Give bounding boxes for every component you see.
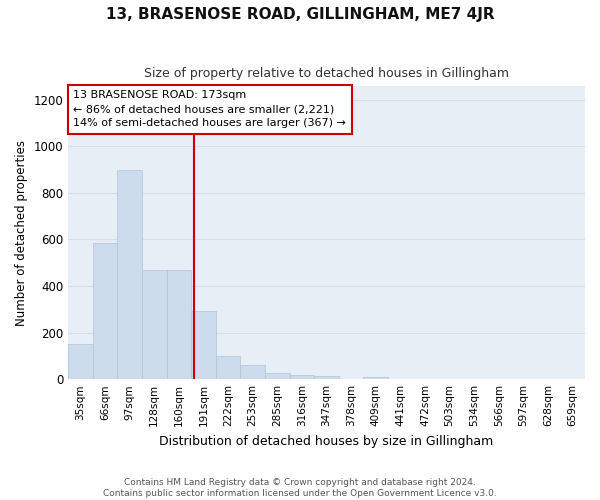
X-axis label: Distribution of detached houses by size in Gillingham: Distribution of detached houses by size … bbox=[160, 434, 494, 448]
Bar bbox=[364, 377, 388, 379]
Title: Size of property relative to detached houses in Gillingham: Size of property relative to detached ho… bbox=[144, 68, 509, 80]
Bar bbox=[93, 243, 118, 379]
Bar bbox=[142, 270, 167, 379]
Text: 13 BRASENOSE ROAD: 173sqm
← 86% of detached houses are smaller (2,221)
14% of se: 13 BRASENOSE ROAD: 173sqm ← 86% of detac… bbox=[73, 90, 346, 128]
Bar bbox=[290, 375, 314, 379]
Bar bbox=[68, 344, 93, 379]
Bar bbox=[314, 376, 339, 379]
Bar bbox=[216, 356, 241, 379]
Bar bbox=[241, 364, 265, 379]
Bar bbox=[265, 372, 290, 379]
Text: Contains HM Land Registry data © Crown copyright and database right 2024.
Contai: Contains HM Land Registry data © Crown c… bbox=[103, 478, 497, 498]
Text: 13, BRASENOSE ROAD, GILLINGHAM, ME7 4JR: 13, BRASENOSE ROAD, GILLINGHAM, ME7 4JR bbox=[106, 8, 494, 22]
Bar bbox=[118, 170, 142, 379]
Bar bbox=[167, 270, 191, 379]
Y-axis label: Number of detached properties: Number of detached properties bbox=[15, 140, 28, 326]
Bar bbox=[191, 311, 216, 379]
